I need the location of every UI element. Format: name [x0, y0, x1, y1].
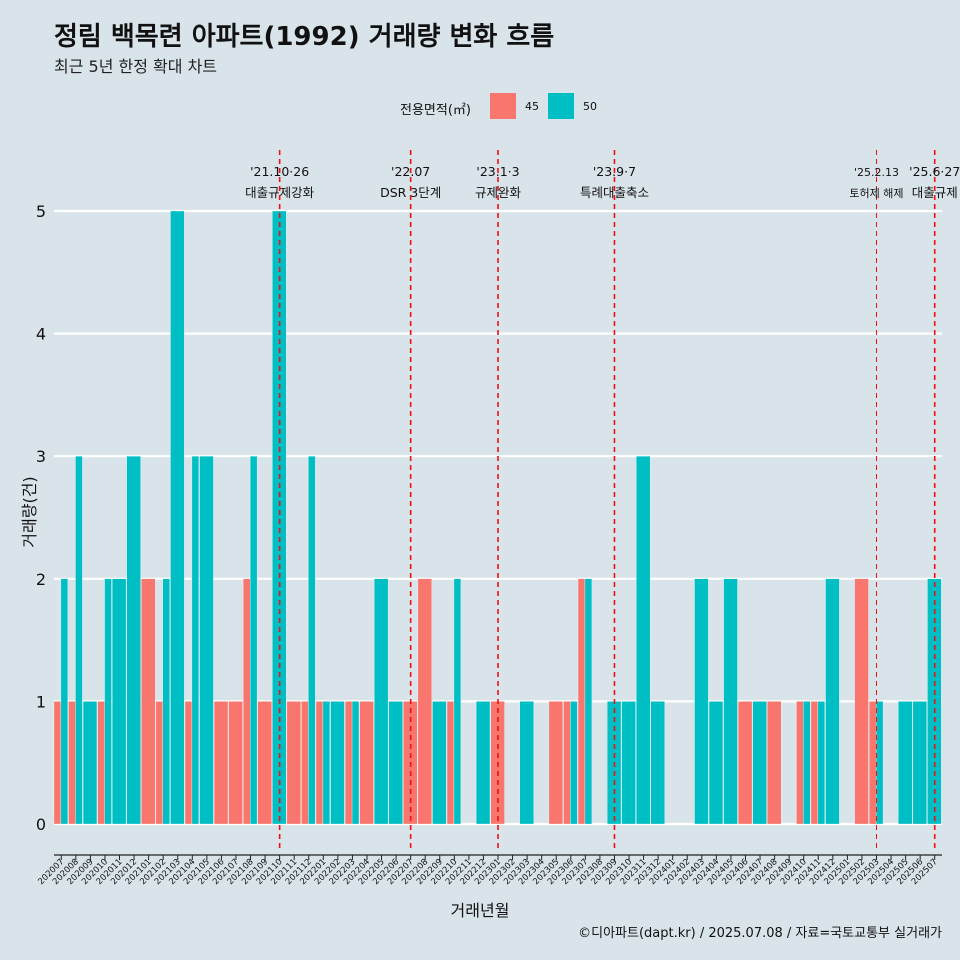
- bar-202106-45: [213, 701, 229, 825]
- bar-202505-50: [898, 701, 913, 825]
- event-date-202309: '23.9·7: [593, 164, 636, 179]
- bar-202108-50: [250, 456, 258, 825]
- bar-202105-50: [199, 456, 214, 825]
- event-date-202503: '25.2.13: [854, 166, 899, 179]
- bar-202407-50: [752, 701, 767, 825]
- bar-202412-50: [825, 578, 840, 825]
- bar-202410-50: [803, 701, 811, 825]
- source-caption: ©디아파트(dapt.kr) / 2025.07.08 / 자료=국토교통부 실…: [578, 926, 942, 941]
- event-label-202503: 토허제 해제: [849, 186, 903, 200]
- chart-subtitle: 최근 5년 한정 확대 차트: [54, 57, 218, 76]
- bar-202203-50: [351, 701, 360, 825]
- bar-202203-45: [344, 701, 353, 825]
- bar-202007-45: [53, 701, 62, 825]
- bar-202112-50: [308, 456, 316, 825]
- bar-202406-45: [738, 701, 753, 825]
- bar-202104-50: [191, 456, 199, 825]
- bar-202208-45: [417, 578, 432, 825]
- bar-202102-45: [155, 701, 163, 825]
- bar-202306-50: [570, 701, 578, 825]
- bar-202411-45: [810, 701, 819, 825]
- event-label-202207: DSR 3단계: [380, 185, 441, 200]
- bar-202303-50: [519, 701, 534, 825]
- event-date-202110: '21.10·26: [250, 164, 309, 179]
- bar-202008-50: [75, 456, 83, 825]
- bar-202112-45: [301, 701, 309, 825]
- bar-202408-45: [767, 701, 782, 825]
- legend-label-50: 50: [583, 100, 597, 113]
- bar-202405-50: [723, 578, 738, 825]
- y-axis-label: 거래량(건): [20, 476, 39, 548]
- bar-202202-50: [330, 701, 345, 825]
- chart-title: 정림 백목련 아파트(1992) 거래량 변화 흐름: [54, 22, 555, 52]
- event-date-202507: '25.6·27: [909, 164, 960, 179]
- event-date-202301: '23.1·3: [476, 164, 519, 179]
- bar-202305-45: [548, 701, 563, 825]
- bar-202209-50: [432, 701, 447, 825]
- x-axis-label: 거래년월: [450, 901, 510, 920]
- bar-202502-45: [854, 578, 869, 825]
- y-tick-label: 5: [36, 202, 46, 221]
- bar-202008-45: [68, 701, 76, 825]
- bar-202009-50: [82, 701, 98, 825]
- legend-title: 전용면적(㎡): [400, 103, 471, 118]
- bar-202109-45: [257, 701, 272, 825]
- y-tick-label: 2: [36, 570, 46, 589]
- bar-202102-50: [162, 578, 170, 825]
- bar-202107-45: [228, 701, 243, 825]
- bar-202101-45: [141, 578, 156, 825]
- event-label-202507: 대출규제: [912, 185, 958, 200]
- bar-202007-50: [60, 578, 68, 825]
- bar-202204-45: [359, 701, 374, 825]
- event-label-202301: 규제완화: [475, 185, 522, 200]
- bar-202011-50: [112, 578, 127, 825]
- bar-202503-50: [875, 701, 884, 825]
- bar-202311-50: [636, 456, 651, 825]
- bar-202206-50: [388, 701, 403, 825]
- bar-202410-45: [796, 701, 804, 825]
- legend-key-45: [490, 93, 516, 119]
- bar-202012-50: [126, 456, 141, 825]
- bar-202010-45: [97, 701, 105, 825]
- event-date-202207: '22.07: [391, 164, 430, 179]
- legend-key-50: [548, 93, 574, 119]
- bar-202201-50: [322, 701, 331, 825]
- bar-202212-50: [476, 701, 491, 825]
- bar-202310-50: [621, 701, 636, 825]
- y-tick-label: 3: [36, 447, 46, 466]
- bar-202312-50: [650, 701, 665, 825]
- legend: 전용면적(㎡) 45 50: [0, 93, 960, 121]
- bar-202403-50: [694, 578, 709, 825]
- bar-202103-50: [170, 210, 185, 825]
- event-label-202110: 대출규제강화: [245, 185, 315, 200]
- bar-202205-50: [374, 578, 389, 825]
- y-tick-label: 1: [36, 692, 46, 711]
- bar-202506-50: [912, 701, 927, 825]
- bar-202111-45: [286, 701, 301, 825]
- bar-202210-45: [446, 701, 455, 825]
- bar-202108-45: [243, 578, 251, 825]
- y-tick-label: 4: [36, 325, 46, 344]
- bar-202411-50: [817, 701, 825, 825]
- bar-202210-50: [453, 578, 462, 825]
- event-label-202309: 특례대출축소: [580, 185, 649, 200]
- bar-202306-45: [563, 701, 571, 825]
- bar-202307-45: [577, 578, 586, 825]
- bar-202503-45: [869, 701, 877, 825]
- y-tick-label: 0: [36, 815, 46, 834]
- bar-202201-45: [315, 701, 324, 825]
- bar-202404-50: [708, 701, 724, 825]
- legend-label-45: 45: [525, 100, 539, 113]
- bar-202110-50: [272, 210, 287, 825]
- bar-202307-50: [584, 578, 593, 825]
- bar-202010-50: [104, 578, 112, 825]
- bar-202104-45: [184, 701, 193, 825]
